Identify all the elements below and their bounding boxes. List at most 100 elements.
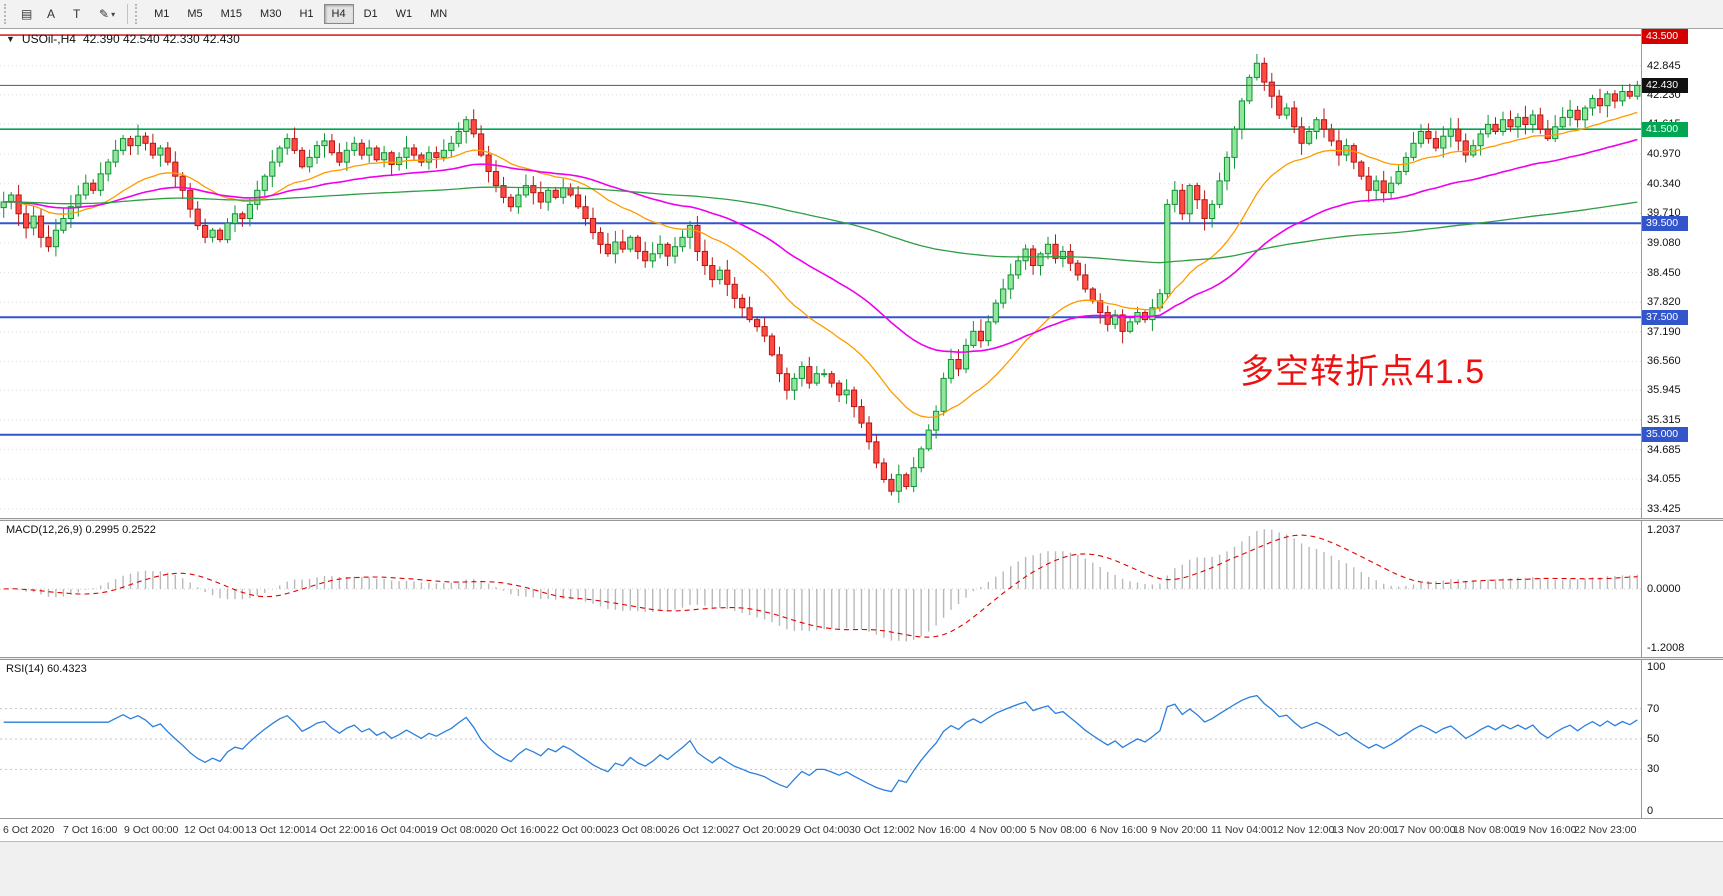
price-tick-label: 34.055 bbox=[1647, 473, 1681, 485]
time-axis-label: 14 Oct 22:00 bbox=[305, 824, 366, 836]
price-level-badge: 41.500 bbox=[1642, 122, 1688, 137]
timeframe-group: M1 M5 M15 M30 H1 H4 D1 W1 MN bbox=[145, 4, 456, 24]
price-tick-label: 38.450 bbox=[1647, 267, 1681, 279]
macd-scale[interactable]: 1.2037 0.0000 -1.2008 bbox=[1641, 521, 1723, 657]
price-tick-label: 35.945 bbox=[1647, 384, 1681, 396]
rsi-scale[interactable]: 100 70 50 30 0 bbox=[1641, 660, 1723, 818]
time-axis-label: 2 Nov 16:00 bbox=[909, 824, 966, 836]
time-axis-label: 17 Nov 00:00 bbox=[1393, 824, 1456, 836]
price-level-badge: 39.500 bbox=[1642, 216, 1688, 231]
drawing-tools-group: ▤ A T ✎ ▾ bbox=[14, 3, 122, 25]
timeframe-button-d1[interactable]: D1 bbox=[356, 4, 386, 24]
text-a-icon: A bbox=[47, 7, 56, 21]
current-price-badge: 42.430 bbox=[1642, 78, 1688, 93]
time-axis-label: 13 Oct 12:00 bbox=[245, 824, 306, 836]
rsi-tick-label: 30 bbox=[1647, 763, 1660, 775]
time-axis-label: 22 Nov 23:00 bbox=[1574, 824, 1637, 836]
price-tick-label: 39.080 bbox=[1647, 237, 1681, 249]
toolbar-separator bbox=[127, 4, 129, 24]
macd-panel: MACD(12,26,9) 0.2995 0.2522 1.2037 0.0000… bbox=[0, 521, 1723, 657]
bottom-filler bbox=[0, 841, 1723, 896]
time-axis-label: 7 Oct 16:00 bbox=[63, 824, 118, 836]
chevron-down-icon: ▾ bbox=[111, 9, 116, 19]
text-tool-button[interactable]: T bbox=[67, 3, 91, 25]
cursor-a-tool-button[interactable]: A bbox=[41, 3, 65, 25]
macd-tick-label: 0.0000 bbox=[1647, 583, 1681, 595]
time-axis-label: 29 Oct 04:00 bbox=[789, 824, 850, 836]
chart-area: ▼ USOil-,H4 42.390 42.540 42.330 42.430 … bbox=[0, 29, 1723, 896]
time-axis-label: 22 Oct 00:00 bbox=[547, 824, 608, 836]
chart-annotation: 多空转折点41.5 bbox=[1240, 353, 1486, 391]
draw-tool-button[interactable]: ✎ ▾ bbox=[93, 3, 121, 25]
time-axis-label: 26 Oct 12:00 bbox=[668, 824, 729, 836]
pencil-icon: ✎ bbox=[99, 7, 110, 21]
panel-separator[interactable] bbox=[0, 657, 1723, 660]
price-tick-label: 37.820 bbox=[1647, 296, 1681, 308]
toolbar-grip[interactable] bbox=[4, 4, 10, 24]
timeframe-button-w1[interactable]: W1 bbox=[388, 4, 421, 24]
charts-tool-button[interactable]: ▤ bbox=[15, 3, 39, 25]
time-axis-label: 12 Oct 04:00 bbox=[184, 824, 245, 836]
time-axis-label: 23 Oct 08:00 bbox=[607, 824, 668, 836]
time-axis-label: 9 Nov 20:00 bbox=[1151, 824, 1208, 836]
time-axis-label: 27 Oct 20:00 bbox=[728, 824, 789, 836]
price-tick-label: 37.190 bbox=[1647, 326, 1681, 338]
timeframe-button-h1[interactable]: H1 bbox=[291, 4, 321, 24]
price-tick-label: 42.845 bbox=[1647, 60, 1681, 72]
time-axis-label: 18 Nov 08:00 bbox=[1453, 824, 1516, 836]
macd-label: MACD(12,26,9) 0.2995 0.2522 bbox=[6, 524, 156, 536]
ohlc-readout: 42.390 42.540 42.330 42.430 bbox=[82, 32, 240, 46]
time-axis-label: 13 Nov 20:00 bbox=[1332, 824, 1395, 836]
time-axis-label: 6 Nov 16:00 bbox=[1091, 824, 1148, 836]
rsi-tick-label: 50 bbox=[1647, 733, 1660, 745]
time-axis[interactable]: 6 Oct 2020 7 Oct 16:00 9 Oct 00:00 12 Oct 0… bbox=[0, 818, 1723, 841]
price-tick-label: 35.315 bbox=[1647, 414, 1681, 426]
rsi-label: RSI(14) 60.4323 bbox=[6, 663, 87, 675]
rsi-tick-label: 100 bbox=[1647, 661, 1666, 673]
time-axis-label: 11 Nov 04:00 bbox=[1211, 824, 1273, 836]
rsi-chart-canvas[interactable] bbox=[0, 660, 1641, 818]
toolbar: ▤ A T ✎ ▾ M1 M5 M15 M30 H1 H4 D1 W1 MN bbox=[0, 0, 1723, 29]
price-tick-label: 33.425 bbox=[1647, 503, 1681, 515]
rsi-tick-label: 70 bbox=[1647, 703, 1660, 715]
time-axis-label: 5 Nov 08:00 bbox=[1030, 824, 1087, 836]
timeframe-button-h4[interactable]: H4 bbox=[323, 4, 354, 24]
timeframe-button-m15[interactable]: M15 bbox=[213, 4, 250, 24]
price-level-badge: 43.500 bbox=[1642, 29, 1688, 44]
price-level-badge: 35.000 bbox=[1642, 427, 1688, 442]
macd-chart-canvas[interactable] bbox=[0, 521, 1641, 657]
price-chart-canvas[interactable] bbox=[0, 29, 1641, 518]
timeframe-button-mn[interactable]: MN bbox=[422, 4, 455, 24]
time-axis-label: 12 Nov 12:00 bbox=[1272, 824, 1335, 836]
time-axis-label: 19 Oct 08:00 bbox=[426, 824, 487, 836]
price-level-badge: 37.500 bbox=[1642, 310, 1688, 325]
price-tick-label: 36.560 bbox=[1647, 355, 1681, 367]
timeframe-button-m5[interactable]: M5 bbox=[179, 4, 210, 24]
toolbar-grip[interactable] bbox=[135, 4, 141, 24]
time-axis-label: 6 Oct 2020 bbox=[3, 824, 55, 836]
time-axis-label: 19 Nov 16:00 bbox=[1514, 824, 1577, 836]
rsi-panel: RSI(14) 60.4323 100 70 50 30 0 bbox=[0, 660, 1723, 818]
price-tick-label: 34.685 bbox=[1647, 444, 1681, 456]
macd-tick-label: -1.2008 bbox=[1647, 642, 1685, 654]
price-scale[interactable]: 42.84542.23041.61540.97040.34039.71039.0… bbox=[1641, 29, 1723, 518]
panel-separator[interactable] bbox=[0, 518, 1723, 521]
symbol-period-label: USOil-,H4 bbox=[21, 32, 76, 46]
macd-tick-label: 1.2037 bbox=[1647, 524, 1681, 536]
text-t-icon: T bbox=[73, 7, 81, 21]
price-tick-label: 40.970 bbox=[1647, 148, 1681, 160]
time-axis-label: 4 Nov 00:00 bbox=[970, 824, 1027, 836]
price-tick-label: 40.340 bbox=[1647, 178, 1681, 190]
price-panel: ▼ USOil-,H4 42.390 42.540 42.330 42.430 … bbox=[0, 29, 1723, 518]
timeframe-button-m1[interactable]: M1 bbox=[146, 4, 177, 24]
timeframe-button-m30[interactable]: M30 bbox=[252, 4, 289, 24]
rsi-tick-label: 0 bbox=[1647, 805, 1654, 817]
time-axis-label: 9 Oct 00:00 bbox=[124, 824, 179, 836]
symbol-dropdown-icon[interactable]: ▼ bbox=[6, 34, 15, 44]
time-axis-label: 16 Oct 04:00 bbox=[366, 824, 427, 836]
chart-bars-icon: ▤ bbox=[21, 7, 33, 21]
chart-title: ▼ USOil-,H4 42.390 42.540 42.330 42.430 bbox=[6, 32, 240, 46]
time-axis-label: 20 Oct 16:00 bbox=[486, 824, 547, 836]
time-axis-label: 30 Oct 12:00 bbox=[849, 824, 910, 836]
